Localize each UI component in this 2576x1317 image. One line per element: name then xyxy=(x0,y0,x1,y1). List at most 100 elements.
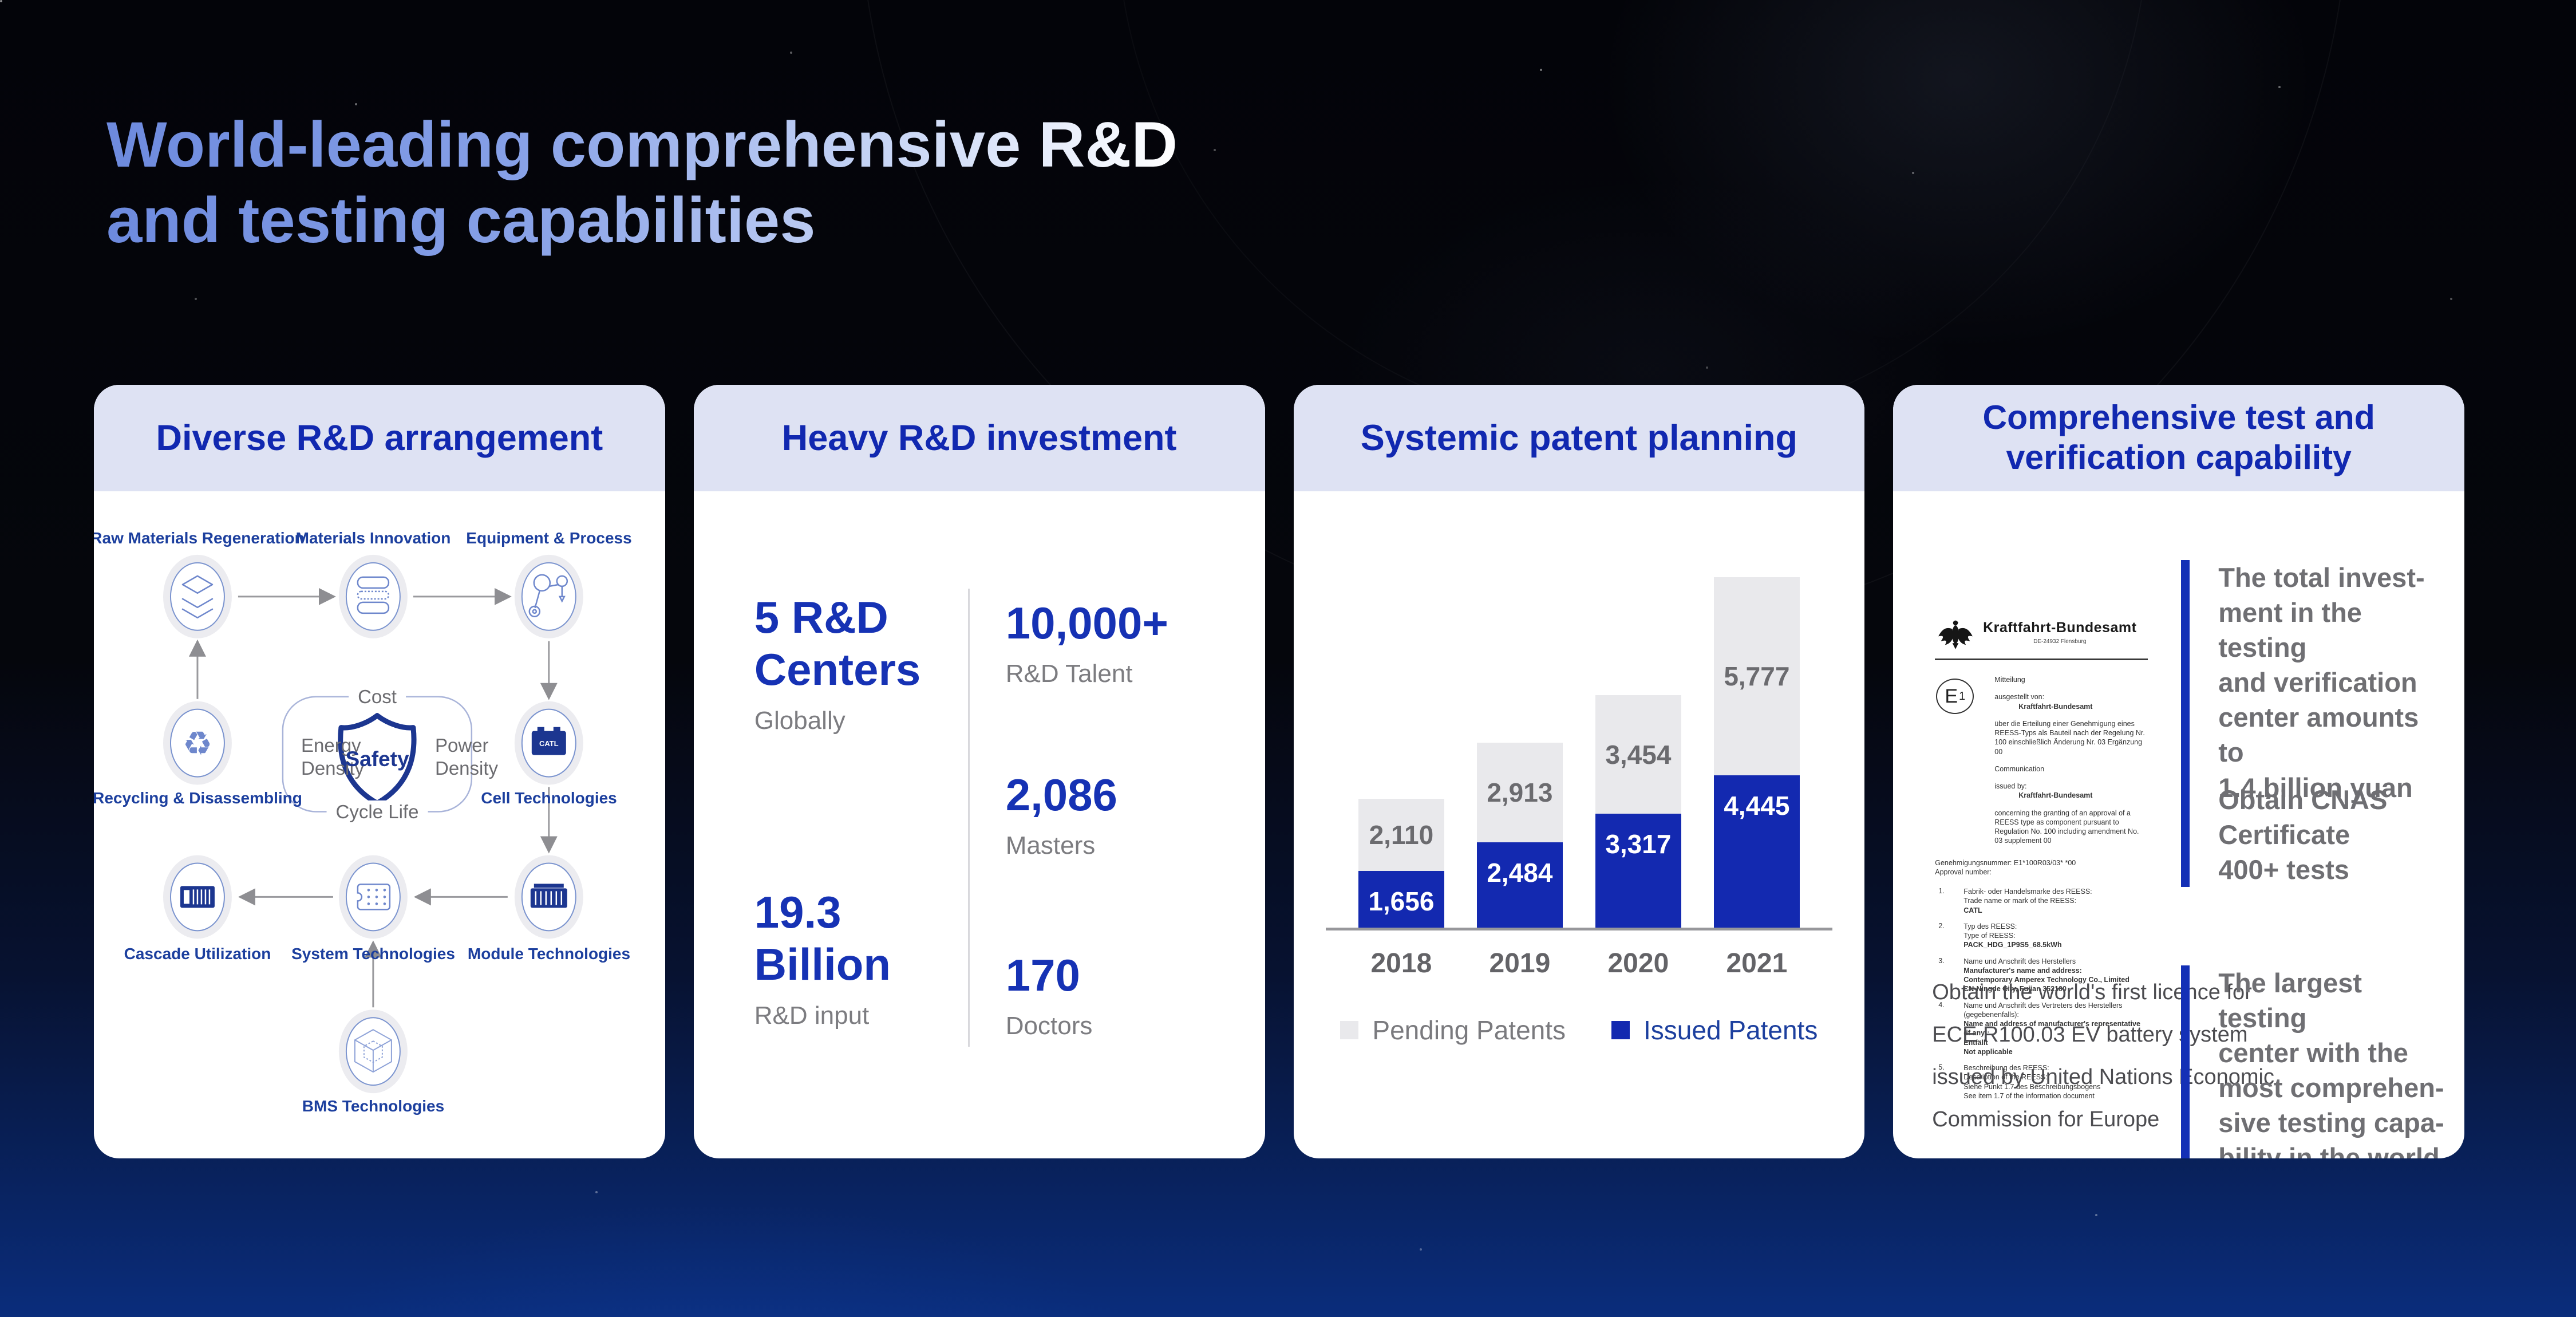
certificate-line: issued by: xyxy=(1994,782,2027,790)
patent-legend: Pending Patents Issued Patents xyxy=(1326,1015,1833,1046)
certificate-line: Kraftfahrt-Bundesamt xyxy=(2018,702,2093,711)
card-patent-planning: Systemic patent planning 2,110 1,656 2,913… xyxy=(1293,385,1865,1158)
year-label: 2021 xyxy=(1726,948,1788,979)
center-label-cost: Cost xyxy=(349,685,406,709)
node-label-cell: Cell Technologies xyxy=(481,789,617,807)
card-test-capability-header: Comprehensive test and verification capa… xyxy=(1893,385,2464,491)
certificate-item: 4. Name und Anschrift des Vertreters des … xyxy=(1938,1000,2140,1056)
stat-value: 10,000+ xyxy=(1005,598,1168,648)
legend-item-issued: Issued Patents xyxy=(1611,1015,1818,1046)
rd-diagram: ♻ CATL xyxy=(94,491,665,1158)
node-label-module: Module Technologies xyxy=(467,945,631,963)
certificate-agency-sub: DE-24932 Flensburg xyxy=(2033,638,2087,645)
patent-years: 2018 2019 2020 2021 xyxy=(1326,948,1833,979)
bar-2018: 2,110 1,656 xyxy=(1358,799,1444,928)
certificate-approval-line: Approval number: xyxy=(1935,868,1992,876)
node-label-raw: Raw Materials Regeneration xyxy=(94,529,305,547)
certificate-line: Kraftfahrt-Bundesamt xyxy=(2018,791,2093,800)
pending-segment: 5,777 xyxy=(1713,577,1800,775)
rd-investment-body: 5 R&D Centers Globally 19.3 Billion R&D … xyxy=(694,491,1265,1158)
page-title-line2: and testing capabilities xyxy=(106,184,816,257)
stat-rd-centers: 5 R&D Centers Globally xyxy=(754,592,920,735)
stat-value: 2,086 xyxy=(1005,770,1117,820)
highlight-text: The total invest- ment in the testing an… xyxy=(2218,562,2425,803)
pending-segment: 3,454 xyxy=(1595,695,1681,814)
cell-brand-label: CATL xyxy=(539,739,559,748)
stat-label: R&D Talent xyxy=(1005,660,1133,688)
recycle-icon: ♻ xyxy=(163,701,232,785)
certificate-item: 5. Beschreibung des REESS: Description of … xyxy=(1938,1063,2101,1100)
bar-2019: 2,913 2,484 xyxy=(1476,743,1563,928)
card-rd-investment: Heavy R&D investment 5 R&D Centers Globa… xyxy=(693,385,1265,1158)
svg-text:♻: ♻ xyxy=(183,726,212,763)
certificate-line: concerning the granting of an approval o… xyxy=(1994,809,2139,845)
highlight-accent-bar xyxy=(2181,782,2190,888)
certificate-line: über die Erteilung einer Genehmigung ein… xyxy=(1994,719,2145,756)
pending-segment: 2,913 xyxy=(1476,743,1563,842)
page-title-line1: World-leading comprehensive R&D xyxy=(106,109,1178,181)
highlight-text: The largest testing center with the most… xyxy=(2218,968,2444,1158)
stat-label: R&D input xyxy=(754,1001,870,1030)
module-icon xyxy=(514,855,583,939)
test-capability-body: Kraftfahrt-Bundesamt DE-24932 Flensburg … xyxy=(1893,491,2464,1158)
certificate-line: Mitteilung xyxy=(1994,676,2025,684)
highlight-accent-bar xyxy=(2181,560,2190,805)
material-stack-icon xyxy=(338,554,408,638)
robot-arm-icon xyxy=(514,554,583,638)
card-rd-investment-header: Heavy R&D investment xyxy=(693,385,1265,491)
year-label: 2019 xyxy=(1489,948,1551,979)
stat-label: Masters xyxy=(1005,831,1096,860)
year-label: 2018 xyxy=(1370,948,1432,979)
node-label-bms: BMS Technologies xyxy=(302,1097,445,1115)
year-label: 2020 xyxy=(1607,948,1669,979)
certificate-approval-line: Genehmigungsnummer: E1*100R03/03* *00 xyxy=(1935,858,2076,867)
certificate-agency: Kraftfahrt-Bundesamt xyxy=(1983,620,2137,636)
stat-doctors: 170 Doctors xyxy=(1006,949,1093,1040)
issued-segment: 3,317 xyxy=(1595,814,1681,928)
highlight-largest-center: The largest testing center with the most… xyxy=(2181,965,2447,1158)
legend-pending-label: Pending Patents xyxy=(1372,1015,1566,1045)
stat-value: 5 R&D Centers xyxy=(754,592,921,695)
cascade-container-icon xyxy=(163,855,232,939)
highlight-text: Obtain CNAS Certificate 400+ tests xyxy=(2218,784,2388,885)
center-label-power-density: Power Density xyxy=(435,735,499,779)
page-title: World-leading comprehensive R&D and testi… xyxy=(106,107,1178,258)
legend-item-pending: Pending Patents xyxy=(1340,1015,1566,1046)
issued-segment: 1,656 xyxy=(1358,871,1444,928)
rd-diagram-graphic: ♻ CATL xyxy=(163,554,583,1094)
card-patent-planning-header: Systemic patent planning xyxy=(1293,385,1865,491)
certificate-line: ausgestellt von: xyxy=(1994,693,2045,701)
system-pack-icon xyxy=(338,855,408,939)
certificate-body: Mitteilung ausgestellt von: Kraftfahrt-Bun… xyxy=(1994,675,2148,846)
pending-swatch-icon xyxy=(1340,1021,1359,1039)
issued-segment: 2,484 xyxy=(1476,842,1563,928)
issued-segment: 4,445 xyxy=(1713,775,1800,928)
test-highlights: The total invest- ment in the testing an… xyxy=(2181,491,2447,1158)
safety-shield-label: Safety xyxy=(345,747,409,771)
bar-2021: 5,777 4,445 xyxy=(1713,577,1800,928)
stat-label: Doctors xyxy=(1005,1012,1093,1040)
highlight-investment: The total invest- ment in the testing an… xyxy=(2181,560,2447,805)
bms-cube-icon xyxy=(338,1010,408,1094)
certificate-rule xyxy=(1935,658,2148,660)
stat-value: 170 xyxy=(1005,950,1080,1000)
patent-chart: 2,110 1,656 2,913 2,484 3,454 3,317 5,777 4,445… xyxy=(1294,491,1865,1158)
patent-chart-wrap: 2,110 1,656 2,913 2,484 3,454 3,317 5,777 4,445… xyxy=(1294,491,1865,1158)
layers-icon xyxy=(163,554,232,638)
node-label-recycling: Recycling & Disassembling xyxy=(94,789,302,807)
certificate-item: 3. Name und Anschrift des Herstellers Manu… xyxy=(1938,956,2129,993)
card-rd-arrangement-header: Diverse R&D arrangement xyxy=(94,385,665,491)
federal-eagle-icon xyxy=(1938,620,1973,649)
stat-label: Globally xyxy=(754,706,846,735)
stat-rd-talent: 10,000+ R&D Talent xyxy=(1006,597,1168,688)
certificate-approval: Genehmigungsnummer: E1*100R03/03* *00 App… xyxy=(1935,858,2148,877)
legend-issued-label: Issued Patents xyxy=(1643,1015,1818,1045)
certificate-items: 1. Fabrik- oder Handelsmarke des REESS: Tr… xyxy=(1935,887,2148,1101)
node-circles: ♻ CATL xyxy=(163,554,583,1094)
node-label-equipment: Equipment & Process xyxy=(466,529,632,547)
node-label-materials: Materials Innovation xyxy=(295,529,451,547)
pending-segment: 2,110 xyxy=(1358,799,1444,871)
issued-swatch-icon xyxy=(1611,1021,1630,1039)
stats-divider xyxy=(967,589,970,1047)
